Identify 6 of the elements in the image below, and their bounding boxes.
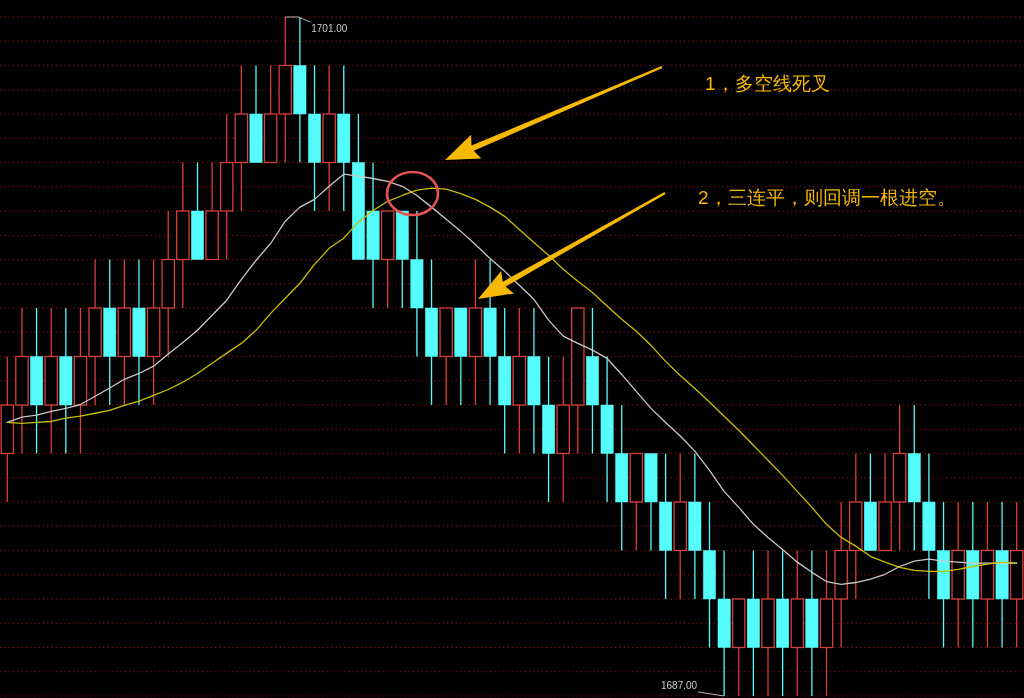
annotation: 1701.00 — [311, 23, 348, 34]
note: 1，多空线死叉 — [705, 73, 830, 94]
price-label: 1701.00 — [284, 16, 348, 34]
price-label: 1687.00 — [660, 679, 725, 697]
annotation: 1687.00 — [660, 679, 698, 691]
note: 2，三连平，则回调一根进空。 — [698, 187, 956, 208]
